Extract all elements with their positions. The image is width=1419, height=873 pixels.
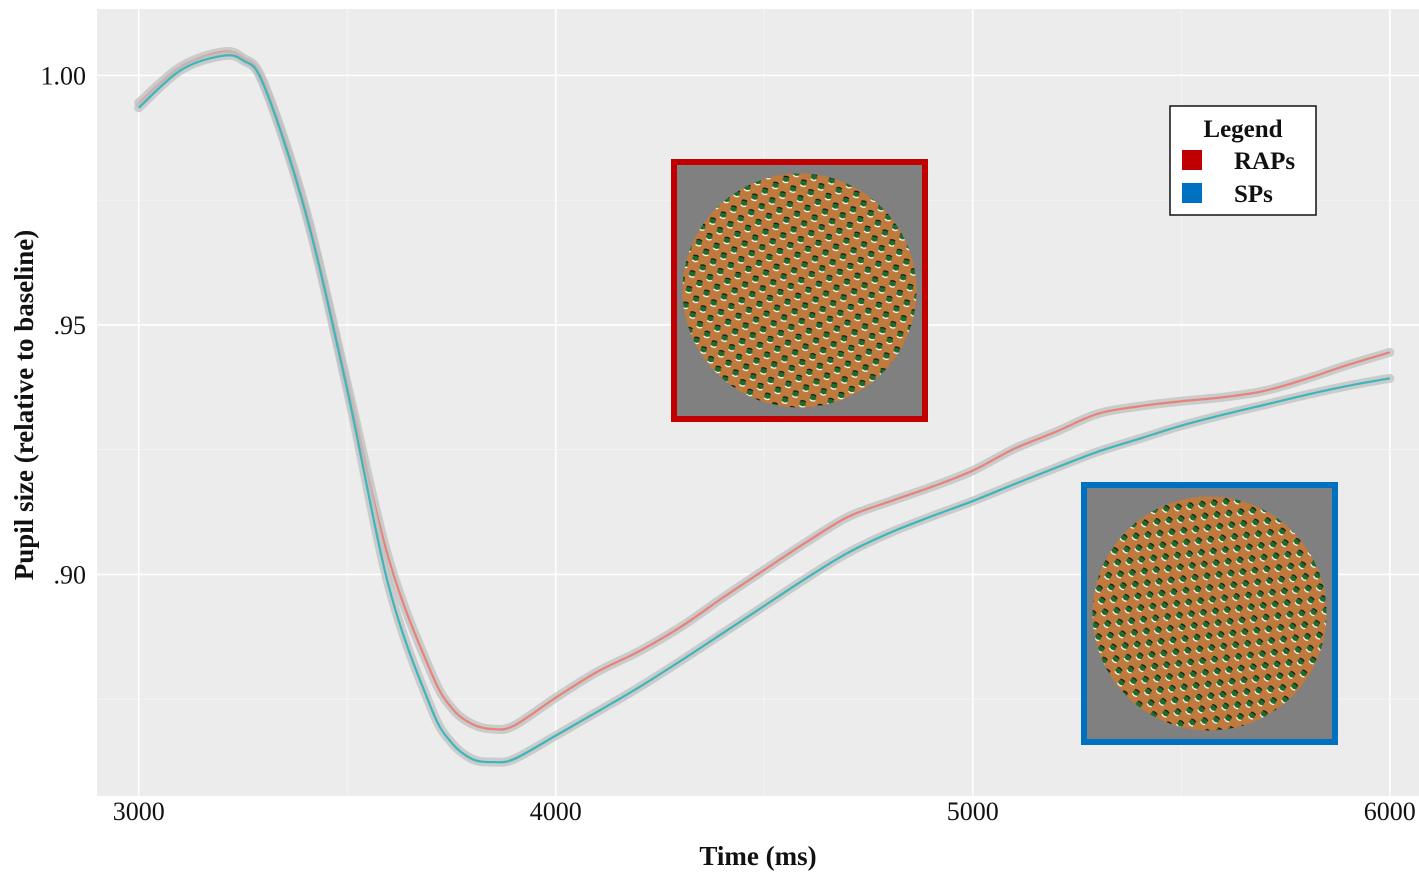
x-tick-label-5000: 5000 (947, 797, 999, 826)
y-tick-label: .95 (54, 311, 87, 340)
legend-swatch-sps (1182, 183, 1202, 203)
x-tick-label-6000: 6000 (1364, 797, 1416, 826)
legend-label-sps: SPs (1234, 181, 1273, 208)
inset-sps (1081, 482, 1338, 745)
x-axis-tick-labels: 3000 4000 5000 6000 (113, 797, 1416, 826)
y-axis-tick-labels: .90 .95 1.00 (41, 61, 87, 589)
series-layer (134, 46, 1395, 767)
y-tick-label: .90 (54, 560, 87, 589)
y-tick-label: 1.00 (41, 61, 87, 90)
x-tick-label-3000: 3000 (113, 797, 165, 826)
legend-label-raps: RAPs (1234, 148, 1295, 175)
series-line-sps (137, 54, 1391, 764)
legend: Legend RAPs SPs (1169, 105, 1317, 216)
x-axis-title: Time (ms) (699, 841, 816, 871)
inset-raps-stimulus (682, 173, 917, 408)
legend-swatch-raps (1182, 150, 1202, 170)
inset-raps (671, 159, 928, 422)
inset-sps-stimulus (1092, 496, 1327, 731)
y-axis-title: Pupil size (relative to baseline) (9, 230, 39, 580)
x-tick-label-4000: 4000 (530, 797, 582, 826)
legend-title: Legend (1203, 116, 1282, 143)
